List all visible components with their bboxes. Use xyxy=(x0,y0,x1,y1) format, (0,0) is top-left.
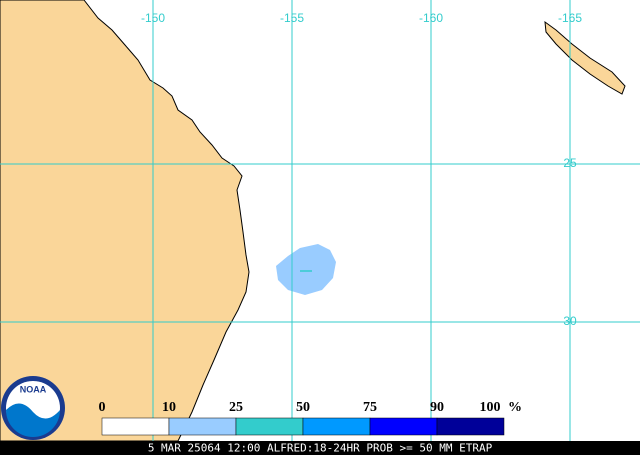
logo-wave xyxy=(6,403,60,437)
caption-bar xyxy=(0,441,640,455)
legend-label: 25 xyxy=(229,400,243,415)
probability-area xyxy=(276,244,336,295)
legend-label: 10 xyxy=(162,400,176,415)
legend-label: 50 xyxy=(296,400,310,415)
new-caledonia xyxy=(544,20,626,95)
legend-label: 100 xyxy=(480,400,501,415)
legend-swatch xyxy=(302,417,371,436)
caption: 5 MAR 25064 12:00 ALFRED:18-24HR PROB >=… xyxy=(148,442,493,455)
australia xyxy=(0,0,250,442)
legend-unit: % xyxy=(508,400,522,415)
legend: 0 10 25 50 75 90 100% xyxy=(99,400,522,436)
legend-swatch xyxy=(436,417,505,436)
grid: -150 -155 -160 -165 -25 -30 xyxy=(0,0,640,441)
noaa-logo: NOAA xyxy=(1,376,65,440)
legend-swatch xyxy=(168,417,237,436)
longitude-label: -160 xyxy=(419,11,443,25)
legend-swatch xyxy=(101,417,170,436)
legend-label: 0 xyxy=(99,400,106,415)
latitude-label: -30 xyxy=(559,314,577,328)
logo-text: NOAA xyxy=(20,384,47,394)
legend-swatch xyxy=(235,417,304,436)
longitude-label: -165 xyxy=(558,11,582,25)
longitude-label: -150 xyxy=(141,11,165,25)
legend-swatch xyxy=(369,417,438,436)
legend-label: 90 xyxy=(430,400,444,415)
longitude-label: -155 xyxy=(280,11,304,25)
latitude-label: -25 xyxy=(559,156,577,170)
legend-label: 75 xyxy=(363,400,377,415)
